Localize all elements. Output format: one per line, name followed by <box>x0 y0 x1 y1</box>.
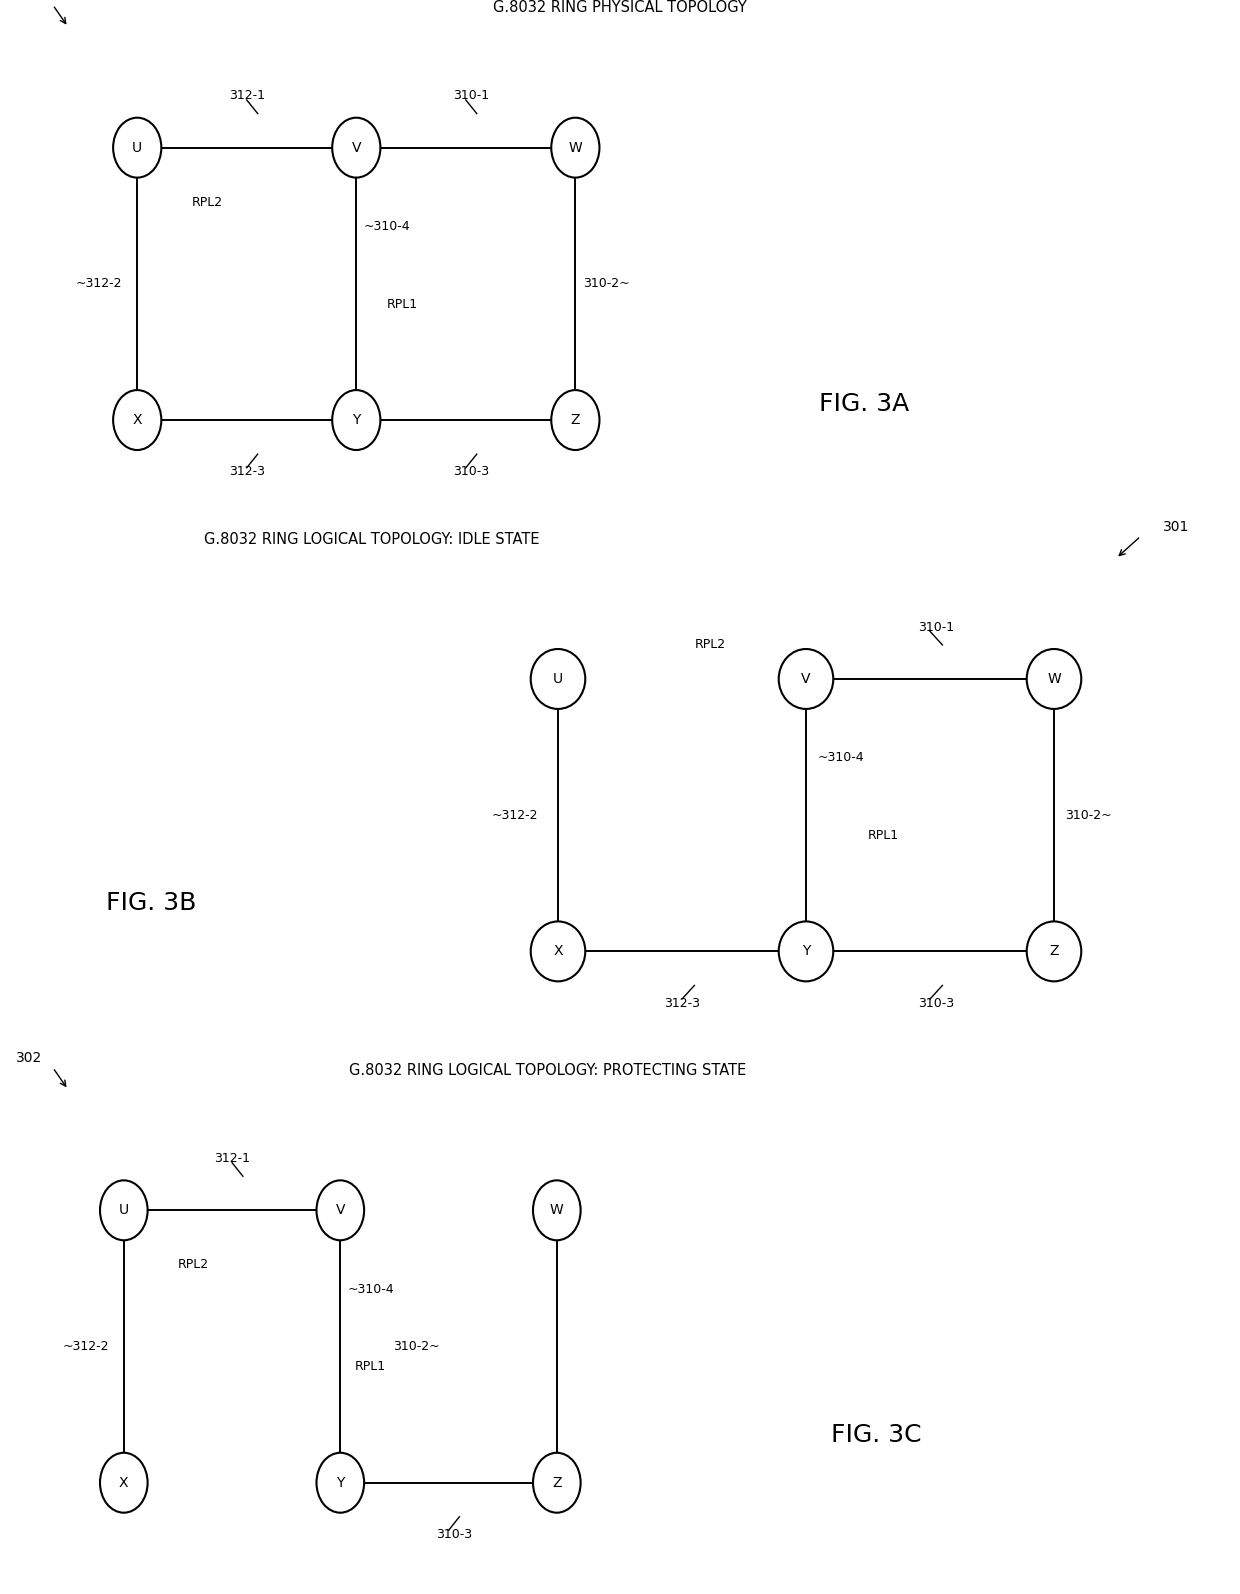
Text: Z: Z <box>552 1476 562 1490</box>
Text: RPL2: RPL2 <box>694 639 725 652</box>
Circle shape <box>533 1452 580 1513</box>
Text: 312-3: 312-3 <box>228 465 265 478</box>
Text: RPL1: RPL1 <box>355 1360 386 1374</box>
Text: 301: 301 <box>1163 520 1189 534</box>
Text: FIG. 3A: FIG. 3A <box>820 392 909 416</box>
Text: W: W <box>1047 673 1061 685</box>
Text: X: X <box>133 413 141 427</box>
Text: 310-1: 310-1 <box>454 89 490 102</box>
Text: X: X <box>553 944 563 958</box>
Text: 312-1: 312-1 <box>228 89 265 102</box>
Circle shape <box>552 118 599 177</box>
Circle shape <box>332 391 381 450</box>
Text: V: V <box>801 673 811 685</box>
Text: G.8032 RING PHYSICAL TOPOLOGY: G.8032 RING PHYSICAL TOPOLOGY <box>494 0 746 16</box>
Text: Y: Y <box>336 1476 345 1490</box>
Circle shape <box>779 921 833 982</box>
Text: W: W <box>568 140 583 155</box>
Text: FIG. 3B: FIG. 3B <box>107 891 196 915</box>
Text: V: V <box>352 140 361 155</box>
Text: Y: Y <box>802 944 810 958</box>
Text: RPL2: RPL2 <box>192 196 223 209</box>
Text: FIG. 3C: FIG. 3C <box>832 1422 921 1447</box>
Circle shape <box>316 1180 365 1240</box>
Circle shape <box>100 1452 148 1513</box>
Text: 310-2~: 310-2~ <box>1065 808 1112 821</box>
Text: G.8032 RING LOGICAL TOPOLOGY: PROTECTING STATE: G.8032 RING LOGICAL TOPOLOGY: PROTECTING… <box>350 1063 746 1078</box>
Circle shape <box>552 391 599 450</box>
Circle shape <box>533 1180 580 1240</box>
Text: 312-1: 312-1 <box>215 1152 250 1165</box>
Circle shape <box>1027 921 1081 982</box>
Text: Z: Z <box>1049 944 1059 958</box>
Text: RPL1: RPL1 <box>868 829 899 842</box>
Text: 312-3: 312-3 <box>663 996 701 1009</box>
Text: ~310-4: ~310-4 <box>363 220 410 233</box>
Text: ~310-4: ~310-4 <box>817 751 864 765</box>
Circle shape <box>316 1452 365 1513</box>
Text: U: U <box>133 140 143 155</box>
Text: ~310-4: ~310-4 <box>347 1283 394 1296</box>
Circle shape <box>779 649 833 709</box>
Text: G.8032 RING LOGICAL TOPOLOGY: IDLE STATE: G.8032 RING LOGICAL TOPOLOGY: IDLE STATE <box>205 532 539 547</box>
Text: 310-3: 310-3 <box>918 996 955 1009</box>
Text: 310-3: 310-3 <box>436 1529 472 1541</box>
Text: 310-3: 310-3 <box>454 465 490 478</box>
Circle shape <box>531 921 585 982</box>
Text: RPL1: RPL1 <box>387 298 418 311</box>
Circle shape <box>113 118 161 177</box>
Text: RPL2: RPL2 <box>177 1258 210 1272</box>
Text: U: U <box>553 673 563 685</box>
Text: ~312-2: ~312-2 <box>76 277 122 290</box>
Text: X: X <box>119 1476 129 1490</box>
Circle shape <box>100 1180 148 1240</box>
Text: ~312-2: ~312-2 <box>63 1341 109 1353</box>
Text: Z: Z <box>570 413 580 427</box>
Circle shape <box>332 118 381 177</box>
Text: W: W <box>551 1203 564 1218</box>
Circle shape <box>531 649 585 709</box>
Text: Y: Y <box>352 413 361 427</box>
Text: ~312-2: ~312-2 <box>491 808 538 821</box>
Text: 310-2~: 310-2~ <box>393 1341 439 1353</box>
Circle shape <box>113 391 161 450</box>
Text: V: V <box>336 1203 345 1218</box>
Text: 302: 302 <box>15 1050 42 1065</box>
Text: 310-2~: 310-2~ <box>583 277 630 290</box>
Circle shape <box>1027 649 1081 709</box>
Text: U: U <box>119 1203 129 1218</box>
Text: 310-1: 310-1 <box>918 620 955 634</box>
Text: 300: 300 <box>15 0 42 2</box>
